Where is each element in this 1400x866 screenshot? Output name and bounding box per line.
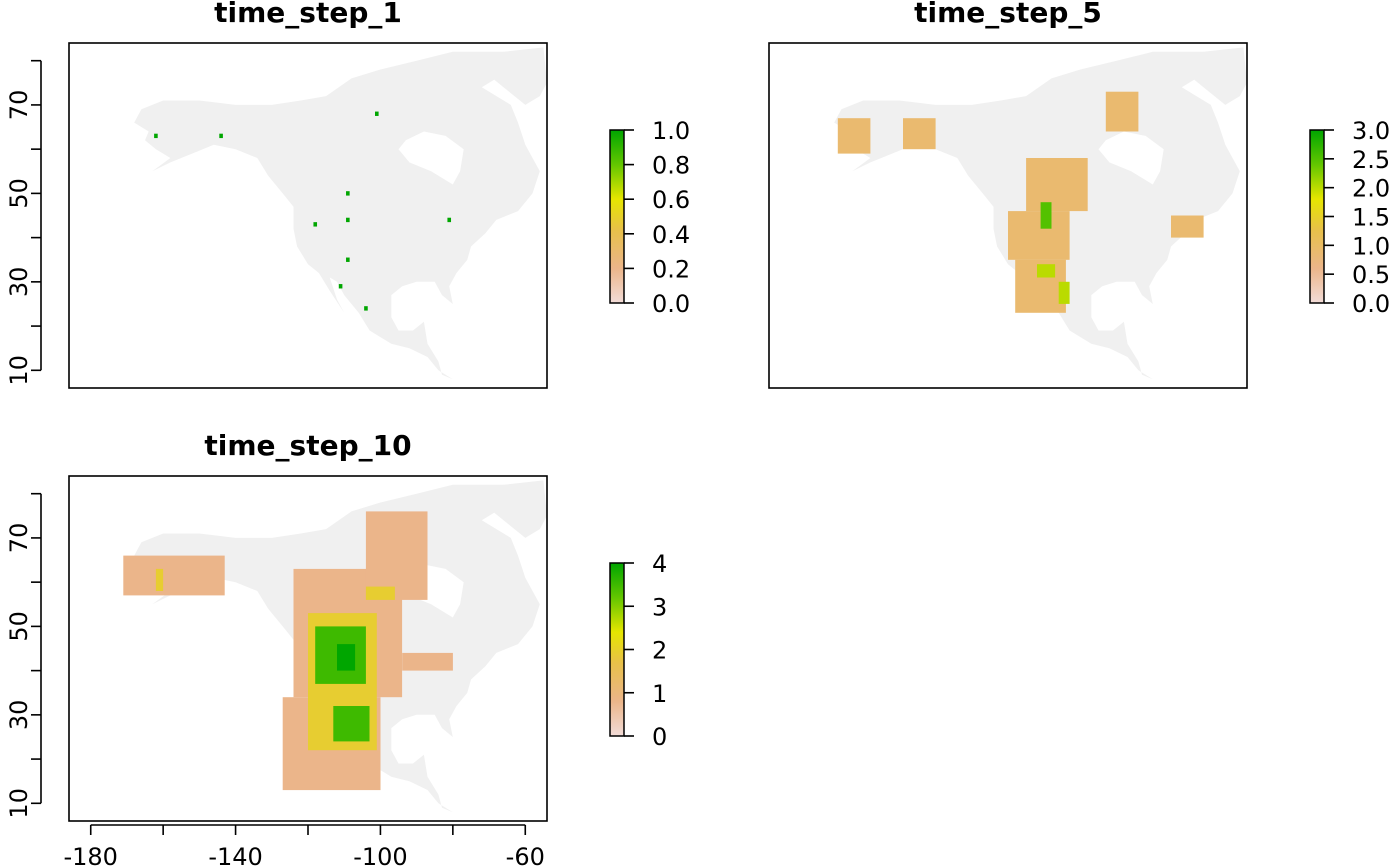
- occupied-patch: [402, 653, 453, 671]
- occupied-patch: [156, 569, 163, 591]
- y-tick-label: 10: [5, 788, 33, 819]
- occupied-cell: [154, 134, 158, 138]
- occupied-patch: [838, 118, 871, 153]
- legend-label: 0.4: [652, 221, 690, 249]
- occupied-patch: [1106, 92, 1139, 132]
- legend-label: 0.2: [652, 255, 690, 283]
- legend-color-bar: [610, 563, 624, 736]
- y-tick-label: 70: [5, 523, 33, 554]
- x-axis: -180 -140 -100 -60: [63, 825, 544, 866]
- occupied-cell: [313, 222, 317, 226]
- color-legend: 0 1 2 3 4: [610, 550, 667, 751]
- x-tick-label: -140: [208, 843, 262, 866]
- y-tick-label: 10: [5, 355, 33, 386]
- y-tick-label: 50: [5, 611, 33, 642]
- legend-label: 0.6: [652, 186, 690, 214]
- occupied-patch: [123, 556, 224, 596]
- panel-title: time_step_5: [914, 0, 1102, 29]
- occupied-cell: [447, 218, 451, 222]
- legend-label: 1: [652, 680, 667, 708]
- legend-label: 0: [652, 723, 667, 751]
- panel-time-step-1: time_step_1 10 30 50 70 0.0 0.2 0.4 0.6 0.8 1.0: [5, 0, 690, 388]
- y-axis: 10 30 50 70: [5, 494, 41, 819]
- occupied-patch: [1026, 158, 1088, 211]
- continent-shape: [134, 52, 540, 379]
- occupied-patch: [1008, 211, 1070, 260]
- occupied-patch: [1037, 264, 1055, 277]
- legend-label: 1.0: [1352, 232, 1390, 260]
- occupied-patch: [366, 587, 395, 600]
- occupied-cell: [346, 191, 350, 195]
- occupied-patch: [903, 118, 936, 149]
- panel-title: time_step_10: [204, 429, 411, 462]
- legend-label: 0.5: [1352, 261, 1390, 289]
- legend-label: 0.0: [1352, 290, 1390, 318]
- color-legend: 0.00.51.01.52.02.53.0: [1310, 117, 1390, 318]
- occupied-patch: [1171, 216, 1204, 238]
- occupied-cell: [375, 112, 379, 116]
- north-america-landmass: [134, 47, 547, 379]
- legend-label: 2.0: [1352, 175, 1390, 203]
- occupied-patch: [1059, 282, 1070, 304]
- occupied-cell: [219, 134, 223, 138]
- occupied-cell: [364, 306, 368, 310]
- legend-label: 1.5: [1352, 204, 1390, 232]
- legend-label: 1.0: [652, 117, 690, 145]
- occupied-cell: [346, 258, 350, 262]
- map-area: [834, 47, 1247, 379]
- legend-label: 2.5: [1352, 146, 1390, 174]
- y-axis: 10 30 50 70: [5, 61, 41, 386]
- legend-label: 3: [652, 593, 667, 621]
- legend-label: 0.0: [652, 290, 690, 318]
- occupied-patch: [337, 644, 355, 671]
- occupied-cell: [339, 284, 343, 288]
- y-tick-label: 30: [5, 267, 33, 298]
- x-tick-label: -100: [353, 843, 407, 866]
- legend-label: 2: [652, 637, 667, 665]
- legend-label: 4: [652, 550, 667, 578]
- map-area: [123, 480, 547, 812]
- panel-time-step-5: time_step_5 0.00.51.01.52.02.53.0: [769, 0, 1390, 388]
- panel-title: time_step_1: [214, 0, 402, 29]
- legend-color-bar: [1310, 130, 1324, 303]
- color-legend: 0.0 0.2 0.4 0.6 0.8 1.0: [610, 117, 690, 318]
- map-area: [134, 47, 547, 379]
- y-tick-label: 30: [5, 700, 33, 731]
- x-tick-label: -180: [63, 843, 117, 866]
- legend-label: 0.8: [652, 152, 690, 180]
- y-tick-label: 50: [5, 178, 33, 209]
- legend-label: 3.0: [1352, 117, 1390, 145]
- occupied-patch: [333, 706, 369, 741]
- panel-time-step-10: time_step_10 10 30 50 70 -180 -140 -100 -60 0 1…: [5, 429, 667, 866]
- occupied-patch: [1041, 202, 1052, 229]
- y-tick-label: 70: [5, 90, 33, 121]
- occupied-cell: [346, 218, 350, 222]
- legend-color-bar: [610, 130, 624, 303]
- x-tick-label: -60: [506, 843, 545, 866]
